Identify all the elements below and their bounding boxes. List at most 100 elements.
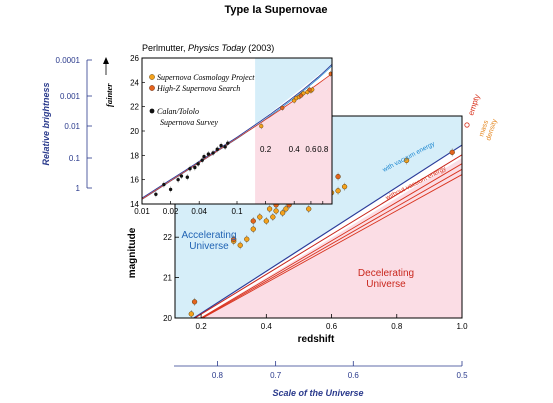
inset-x-tick-label: 0.02 — [163, 207, 179, 216]
inset-y-tick-label: 18 — [130, 151, 139, 160]
inset-y-tick-label: 26 — [130, 54, 139, 63]
calan-point — [226, 141, 230, 145]
scp-point — [257, 214, 263, 220]
calan-point — [211, 151, 215, 155]
main-x-axis: 0.2 0.4 0.6 0.8 1.0 — [196, 314, 468, 331]
main-y-tick-label: 20 — [163, 314, 172, 323]
calan-point — [176, 177, 180, 182]
calan-point — [196, 162, 200, 166]
main-x-tick-label: 1.0 — [456, 322, 468, 331]
calan-point — [179, 174, 184, 178]
main-x-tick-label: 0.4 — [261, 322, 273, 331]
calan-point — [168, 187, 173, 192]
highz-point — [191, 299, 198, 305]
inset-title-author: Perlmutter, — [142, 43, 188, 53]
brightness-ticks: 0.0001 0.001 0.01 0.1 1 — [56, 56, 92, 193]
calan-point — [219, 143, 223, 148]
accelerating-label-line-1: Accelerating — [181, 230, 236, 241]
scale-ticks: 0.8 0.7 0.6 0.5 — [212, 361, 468, 380]
inset-y-tick-label: 22 — [130, 103, 139, 112]
calan-point — [202, 154, 206, 159]
calan-point — [206, 152, 211, 156]
scp-point — [244, 236, 250, 242]
accelerating-label-line-2: Universe — [189, 241, 229, 252]
scp-point — [335, 188, 341, 194]
inset-title-year: (2003) — [246, 43, 275, 53]
main-y-axis: 20 21 22 — [163, 233, 179, 323]
mass-label-line-1: mass — [478, 119, 490, 138]
calan-point — [162, 182, 166, 187]
main-x-tick-label: 0.2 — [196, 322, 208, 331]
scp-point — [341, 184, 348, 190]
scp-point — [306, 206, 312, 212]
legend-highz-marker — [149, 85, 155, 91]
legend-scp-label: Supernova Cosmology Project — [157, 73, 255, 82]
inset-title: Perlmutter, Physics Today (2003) — [142, 43, 274, 53]
decelerating-label-line-1: Decelerating — [358, 268, 414, 279]
highz-point — [335, 173, 341, 180]
legend-scp-marker — [149, 74, 155, 80]
inset-highz-point — [328, 71, 332, 76]
inset-x-axis: 0.01 0.02 0.04 0.1 0.2 0.4 0.6 0.8 — [134, 145, 329, 216]
brightness-tick-label: 0.1 — [69, 154, 81, 163]
inset-y-tick-label: 14 — [130, 200, 139, 209]
highz-point — [449, 149, 455, 156]
scp-point — [250, 226, 256, 232]
chart-title: Type Ia Supernovae — [224, 4, 327, 16]
inset-vacuum-curve — [142, 63, 332, 199]
vacuum-energy-curve — [192, 144, 462, 318]
scale-tick-label: 0.7 — [270, 371, 282, 380]
scp-point — [263, 218, 269, 224]
inset-y-tick-label: 16 — [130, 176, 139, 185]
inset-y-tick-label: 20 — [130, 127, 139, 136]
inset-x-tick-label: 0.6 — [305, 145, 317, 154]
scp-point — [270, 214, 276, 220]
fainter-label: fainter — [104, 83, 114, 107]
inset-scp-point — [259, 124, 264, 129]
scale-of-universe-axis: 0.8 0.7 0.6 0.5 Scale of the Universe — [174, 361, 468, 398]
calan-point — [154, 192, 158, 196]
no-vacuum-curve-3 — [201, 174, 462, 318]
inset-accelerating-region — [255, 58, 332, 125]
main-y-tick-label: 21 — [163, 274, 172, 283]
inset-y-axis: 14 16 18 20 22 24 26 — [130, 54, 145, 209]
inset-x-tick-label: 0.1 — [231, 207, 243, 216]
scp-point — [403, 157, 410, 164]
empty-marker — [464, 122, 470, 128]
inset-highz-point — [280, 105, 285, 110]
scale-tick-label: 0.5 — [456, 371, 468, 380]
calan-point — [185, 175, 190, 179]
calan-point — [188, 167, 192, 171]
brightness-axis-label: Relative brightness — [41, 82, 51, 165]
calan-point — [200, 158, 204, 162]
inset-legend: Supernova Cosmology Project High-Z Super… — [149, 73, 255, 127]
inset-scp-point — [301, 91, 306, 96]
inset-x-tick-label: 0.04 — [191, 207, 207, 216]
inset-x-tick-label: 0.2 — [260, 145, 272, 154]
scale-tick-label: 0.8 — [212, 371, 224, 380]
empty-label: empty — [466, 93, 481, 117]
inset-data-points — [154, 70, 332, 198]
scp-point — [188, 311, 194, 317]
legend-calan-label-line-2: Supernova Survey — [160, 118, 218, 127]
brightness-tick-label: 0.001 — [60, 92, 81, 101]
highz-point — [231, 236, 237, 242]
scp-point — [273, 208, 279, 214]
legend-calan-label-line-1: Calan/Tololo — [157, 107, 199, 116]
brightness-tick-label: 1 — [76, 184, 81, 193]
inset-highz-point — [307, 87, 312, 92]
inset-x-tick-label: 0.01 — [134, 207, 150, 216]
scp-point — [279, 210, 286, 216]
no-vacuum-curve-1 — [200, 163, 462, 318]
inset-decelerating-region — [255, 73, 332, 204]
model-curves — [192, 144, 462, 318]
main-x-axis-label: redshift — [298, 334, 335, 345]
relative-brightness-axis: 0.0001 0.001 0.01 0.1 1 Relative brightness — [41, 56, 92, 193]
highz-point — [250, 218, 256, 224]
empty-universe-curve — [193, 154, 462, 318]
main-y-axis-label: magnitude — [127, 227, 138, 278]
scp-point — [283, 206, 289, 212]
inset-plot: Perlmutter, Physics Today (2003) 0.01 0.0… — [103, 43, 333, 216]
inset-y-tick-label: 24 — [130, 78, 139, 87]
